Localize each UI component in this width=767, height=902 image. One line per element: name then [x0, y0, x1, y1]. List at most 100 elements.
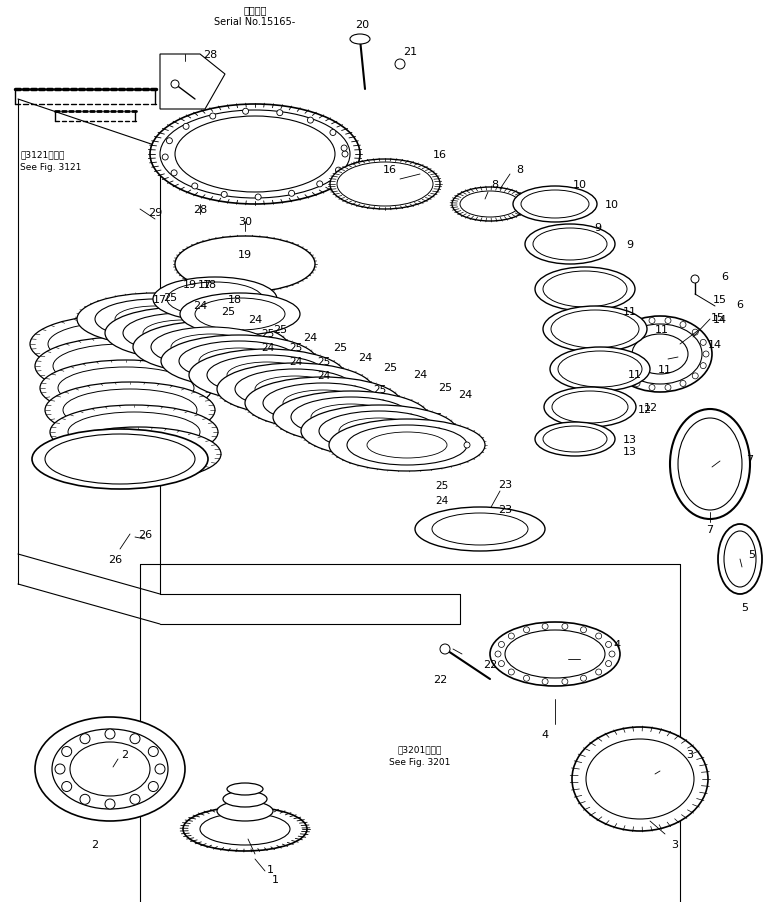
Text: 11: 11 [655, 325, 669, 335]
Ellipse shape [180, 294, 300, 336]
Circle shape [288, 191, 295, 197]
Text: 26: 26 [108, 555, 122, 565]
Text: 12: 12 [638, 405, 652, 415]
Ellipse shape [150, 105, 360, 205]
Circle shape [542, 679, 548, 685]
Text: 25: 25 [333, 343, 347, 353]
Circle shape [55, 764, 65, 774]
Circle shape [649, 385, 655, 391]
Ellipse shape [35, 337, 209, 396]
Ellipse shape [550, 347, 650, 391]
Ellipse shape [175, 236, 315, 292]
Text: 28: 28 [203, 50, 217, 60]
Text: Serial No.15165-: Serial No.15165- [214, 17, 295, 27]
Text: 7: 7 [746, 455, 753, 465]
Text: 24: 24 [193, 300, 207, 310]
Ellipse shape [53, 345, 191, 389]
Text: 20: 20 [355, 20, 369, 30]
Text: 25: 25 [436, 481, 449, 491]
Text: 22: 22 [433, 675, 447, 685]
Circle shape [130, 734, 140, 744]
Ellipse shape [543, 272, 627, 308]
Text: 25: 25 [273, 325, 287, 335]
Ellipse shape [200, 813, 290, 845]
Text: 5: 5 [742, 603, 749, 612]
Text: 16: 16 [383, 165, 397, 175]
Text: 25: 25 [262, 328, 275, 338]
Circle shape [562, 679, 568, 685]
Circle shape [614, 364, 620, 369]
Circle shape [649, 318, 655, 324]
Circle shape [80, 795, 90, 805]
Ellipse shape [273, 391, 429, 444]
Ellipse shape [572, 727, 708, 831]
Circle shape [596, 669, 601, 676]
Circle shape [171, 170, 177, 177]
Text: 28: 28 [193, 205, 207, 215]
Circle shape [221, 192, 227, 198]
Circle shape [509, 633, 515, 640]
Ellipse shape [217, 364, 373, 416]
Text: 24: 24 [289, 356, 303, 366]
Circle shape [524, 627, 529, 633]
Circle shape [693, 373, 698, 380]
Text: 22: 22 [483, 659, 497, 669]
Text: 25: 25 [163, 292, 177, 303]
Ellipse shape [48, 323, 188, 366]
Ellipse shape [544, 388, 636, 428]
Circle shape [542, 624, 548, 630]
Circle shape [148, 782, 158, 792]
Circle shape [162, 155, 168, 161]
Ellipse shape [670, 410, 750, 520]
Circle shape [700, 364, 706, 369]
Ellipse shape [330, 160, 440, 210]
Circle shape [581, 676, 587, 682]
Text: 23: 23 [498, 504, 512, 514]
Ellipse shape [227, 783, 263, 796]
Circle shape [148, 747, 158, 757]
Ellipse shape [245, 378, 401, 429]
Ellipse shape [535, 268, 635, 312]
Text: 25: 25 [318, 356, 331, 366]
Ellipse shape [618, 325, 702, 384]
Ellipse shape [255, 376, 335, 402]
Ellipse shape [432, 513, 528, 546]
Text: 3: 3 [686, 750, 693, 759]
Text: 24: 24 [303, 333, 317, 343]
Ellipse shape [490, 622, 620, 686]
Ellipse shape [586, 739, 694, 819]
Ellipse shape [40, 361, 212, 417]
Circle shape [183, 124, 189, 130]
Ellipse shape [32, 429, 208, 490]
Circle shape [634, 381, 640, 387]
Circle shape [61, 782, 71, 792]
Ellipse shape [301, 406, 457, 457]
Text: ㄶ3201図参照: ㄶ3201図参照 [398, 745, 443, 754]
Text: 26: 26 [138, 529, 152, 539]
Text: 4: 4 [542, 729, 548, 739]
Circle shape [130, 795, 140, 805]
Ellipse shape [329, 419, 485, 472]
Circle shape [166, 139, 173, 144]
Ellipse shape [263, 383, 383, 424]
Circle shape [464, 443, 470, 448]
Circle shape [499, 661, 505, 667]
Text: 23: 23 [498, 480, 512, 490]
Ellipse shape [95, 299, 215, 340]
Ellipse shape [133, 322, 289, 373]
Circle shape [440, 644, 450, 654]
Ellipse shape [52, 729, 168, 809]
Ellipse shape [183, 807, 307, 851]
Circle shape [499, 641, 505, 648]
Text: 30: 30 [238, 216, 252, 226]
Circle shape [105, 729, 115, 739]
Ellipse shape [543, 427, 607, 453]
Ellipse shape [235, 370, 355, 410]
Circle shape [335, 168, 341, 174]
Ellipse shape [55, 428, 221, 482]
Text: ㄶ3121図参照: ㄶ3121図参照 [20, 151, 64, 160]
Ellipse shape [347, 426, 467, 465]
Ellipse shape [143, 320, 223, 346]
Ellipse shape [452, 188, 528, 222]
Ellipse shape [311, 405, 391, 430]
